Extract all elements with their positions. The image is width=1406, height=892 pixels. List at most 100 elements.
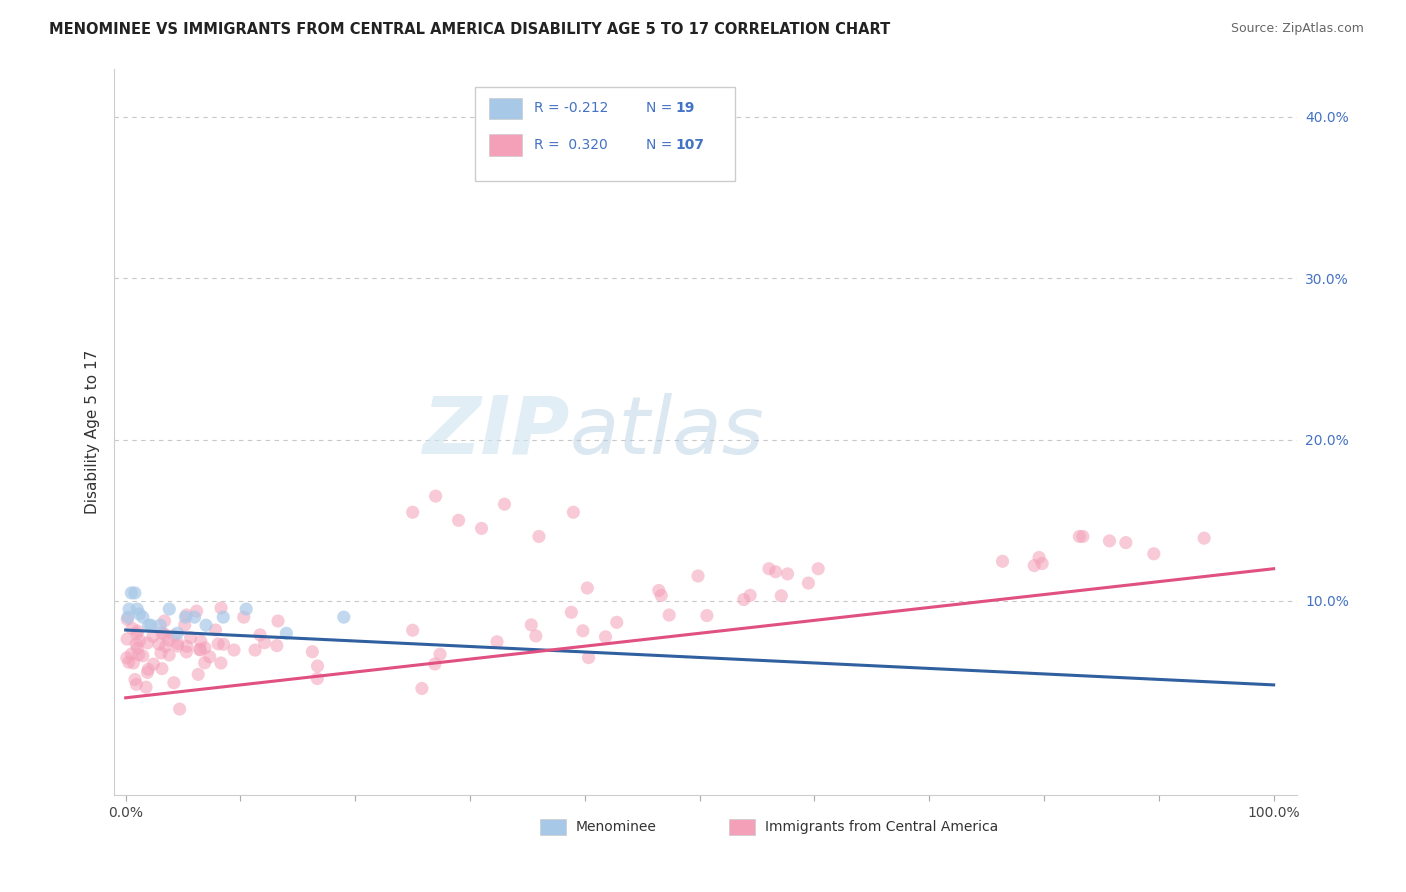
Point xyxy=(190,643,212,657)
Point xyxy=(776,566,799,581)
Text: Source: ZipAtlas.com: Source: ZipAtlas.com xyxy=(1230,22,1364,36)
Point xyxy=(180,631,202,645)
Point xyxy=(267,614,290,628)
Text: R = -0.212: R = -0.212 xyxy=(534,102,609,115)
Point xyxy=(429,647,451,661)
Point xyxy=(166,626,188,640)
Point xyxy=(1028,550,1050,565)
Point xyxy=(411,681,433,696)
Point xyxy=(122,656,145,670)
Point xyxy=(120,647,142,661)
Point xyxy=(157,602,180,616)
Point xyxy=(132,648,155,663)
Text: Immigrants from Central America: Immigrants from Central America xyxy=(765,820,998,833)
Point xyxy=(153,614,176,628)
FancyBboxPatch shape xyxy=(475,87,735,181)
Point xyxy=(166,639,188,653)
Point xyxy=(194,640,217,655)
Point xyxy=(253,635,276,649)
Text: N =: N = xyxy=(647,102,672,115)
Point xyxy=(1031,557,1053,571)
Point xyxy=(1143,547,1166,561)
Point xyxy=(402,624,425,638)
Point xyxy=(222,643,245,657)
Point xyxy=(127,602,149,616)
Bar xyxy=(489,134,522,155)
Point xyxy=(124,586,146,600)
Point xyxy=(190,634,212,648)
Point xyxy=(1069,529,1091,543)
Point xyxy=(249,628,271,642)
Point xyxy=(758,562,780,576)
Y-axis label: Disability Age 5 to 17: Disability Age 5 to 17 xyxy=(86,350,100,514)
Text: N =: N = xyxy=(647,137,672,152)
Point xyxy=(115,650,138,665)
Point xyxy=(127,641,149,656)
Point xyxy=(1024,558,1046,573)
Point xyxy=(425,489,447,503)
Point xyxy=(150,625,173,640)
Point xyxy=(169,702,191,716)
Point xyxy=(127,624,149,638)
Point xyxy=(115,632,138,646)
Point xyxy=(733,592,755,607)
Text: MENOMINEE VS IMMIGRANTS FROM CENTRAL AMERICA DISABILITY AGE 5 TO 17 CORRELATION : MENOMINEE VS IMMIGRANTS FROM CENTRAL AME… xyxy=(49,22,890,37)
Point xyxy=(740,588,762,602)
Point xyxy=(524,629,547,643)
Point xyxy=(606,615,628,630)
Point xyxy=(578,650,600,665)
Point xyxy=(163,675,186,690)
Point xyxy=(235,602,257,616)
Point xyxy=(560,605,582,619)
Point xyxy=(188,642,211,657)
Point xyxy=(166,636,188,650)
Point xyxy=(176,607,198,622)
Point xyxy=(797,576,820,591)
Point xyxy=(136,662,159,676)
Point xyxy=(770,589,793,603)
Point xyxy=(157,633,180,648)
Point xyxy=(696,608,718,623)
Point xyxy=(150,662,173,676)
Point xyxy=(423,657,446,671)
Point xyxy=(562,505,585,519)
Point xyxy=(187,667,209,681)
Point xyxy=(128,648,150,662)
Point xyxy=(1098,533,1121,548)
Point xyxy=(1192,531,1215,545)
Point xyxy=(195,618,218,632)
Point xyxy=(121,622,143,636)
Text: R =  0.320: R = 0.320 xyxy=(534,137,607,152)
Bar xyxy=(540,819,565,835)
Point xyxy=(658,607,681,622)
Point xyxy=(194,656,217,670)
Point xyxy=(157,648,180,662)
Point xyxy=(212,610,235,624)
Point xyxy=(117,610,139,624)
Point xyxy=(142,629,165,643)
Point xyxy=(124,673,146,687)
Point xyxy=(595,630,617,644)
Point xyxy=(132,610,155,624)
Point xyxy=(1115,535,1137,549)
Point xyxy=(142,657,165,671)
Point xyxy=(447,513,470,527)
Point xyxy=(486,634,509,648)
Point xyxy=(204,623,226,637)
Point xyxy=(209,656,232,670)
Text: atlas: atlas xyxy=(569,392,765,471)
Point xyxy=(176,645,198,659)
Point xyxy=(470,521,492,535)
Point xyxy=(173,618,195,632)
Point xyxy=(148,637,170,651)
Point xyxy=(307,659,329,673)
Point xyxy=(765,565,787,579)
Point xyxy=(576,581,599,595)
Point xyxy=(118,655,141,669)
Point xyxy=(155,640,177,654)
Point xyxy=(153,627,176,641)
Point xyxy=(149,646,172,660)
Point xyxy=(209,601,232,615)
Point xyxy=(125,626,148,640)
Point xyxy=(125,677,148,691)
